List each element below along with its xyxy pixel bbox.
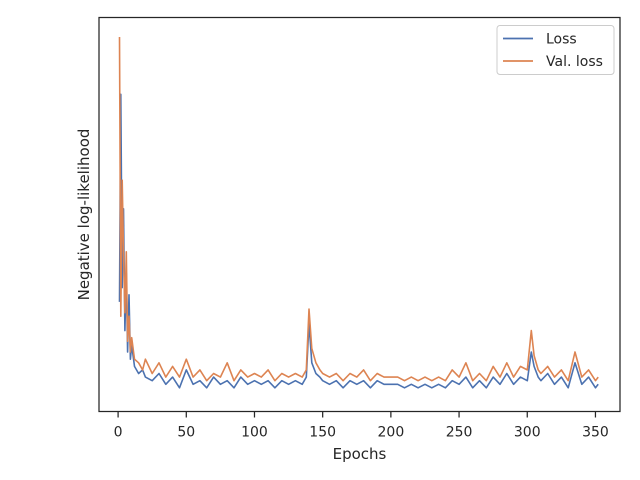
legend-label-val-loss: Val. loss	[546, 54, 603, 70]
x-tick-label: 350	[582, 425, 609, 441]
y-axis-label: Negative log-likelihood	[75, 129, 93, 301]
x-tick-label: 100	[241, 425, 268, 441]
series-line-loss	[118, 93, 599, 389]
x-tick-label: 150	[309, 425, 336, 441]
x-tick-label: 300	[514, 425, 541, 441]
x-tick-label: 0	[114, 425, 123, 441]
legend-label-loss: Loss	[546, 32, 577, 48]
plot-area	[118, 36, 599, 389]
legend: Loss Val. loss	[496, 25, 615, 75]
x-axis-label: Epochs	[333, 445, 387, 463]
x-axis-ticks: 0 50 100 150 200 250 300 350	[114, 411, 609, 441]
series-line-val-loss	[118, 36, 599, 382]
x-tick-label: 250	[446, 425, 473, 441]
x-tick-label: 200	[378, 425, 405, 441]
axes-frame	[98, 16, 621, 413]
x-tick-label: 50	[177, 425, 195, 441]
